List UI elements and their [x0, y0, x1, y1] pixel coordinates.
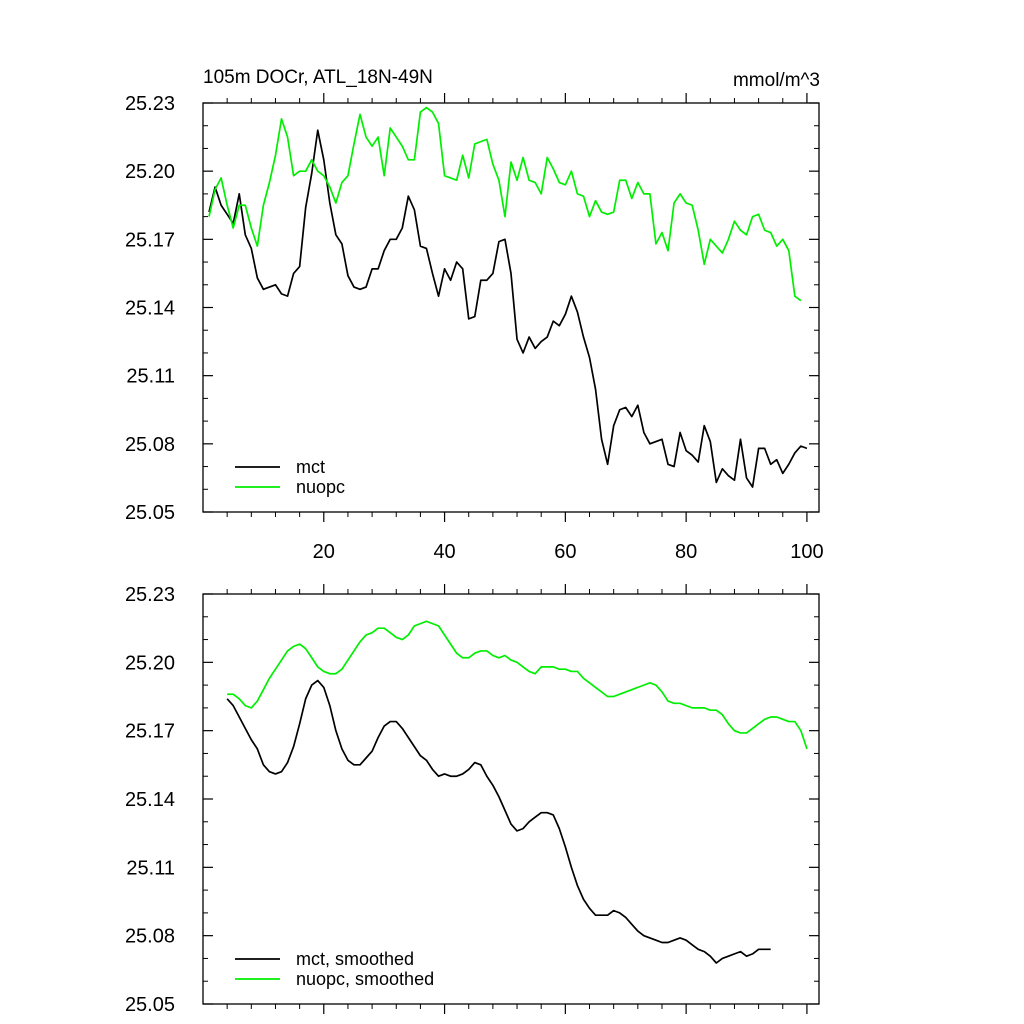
top-xtick-label: 20	[313, 541, 335, 563]
top-series-line-mct	[208, 129, 808, 488]
bottom-ytick-label: 25.17	[125, 721, 175, 743]
top-ytick-label: 25.11	[126, 366, 175, 388]
top-panel: 105m DOCr, ATL_18N-49N mmol/m^3 25.05 25.…	[125, 67, 824, 563]
top-ytick-label: 25.23	[125, 93, 175, 115]
top-xtick-label: 80	[675, 541, 697, 563]
top-ytick-label: 25.20	[125, 161, 175, 183]
bottom-ytick-label: 25.11	[126, 857, 175, 879]
top-ytick-label: 25.08	[125, 434, 175, 456]
top-panel-title: 105m DOCr, ATL_18N-49N	[203, 67, 433, 88]
top-panel-units: mmol/m^3	[733, 70, 820, 91]
top-legend-label: mct	[296, 457, 325, 477]
top-xtick-label: 100	[790, 541, 823, 563]
bottom-ytick-label: 25.08	[125, 926, 175, 948]
bottom-series-line-nuopc-smoothed	[227, 620, 808, 750]
bottom-legend-label: nuopc, smoothed	[296, 969, 434, 989]
top-xtick-label: 60	[554, 541, 576, 563]
bottom-series-line-mct-smoothed	[226, 679, 771, 964]
bottom-ytick-label: 25.23	[125, 584, 175, 606]
bottom-ytick-label: 25.05	[125, 994, 175, 1016]
bottom-panel: 25.05 25.08 25.11 25.14 25.17 25.20 25.23 mct,…	[125, 584, 820, 1016]
top-ytick-label: 25.05	[125, 502, 175, 524]
top-xtick-label: 40	[433, 541, 455, 563]
bottom-legend-label: mct, smoothed	[296, 949, 414, 969]
top-ytick-label: 25.14	[125, 298, 175, 320]
top-ytick-label: 25.17	[125, 229, 175, 251]
top-series-line-nuopc	[208, 106, 802, 302]
top-legend-label: nuopc	[296, 477, 345, 497]
bottom-ytick-label: 25.14	[125, 789, 175, 811]
bottom-plot-frame	[202, 593, 820, 1005]
bottom-ytick-label: 25.20	[125, 652, 175, 674]
